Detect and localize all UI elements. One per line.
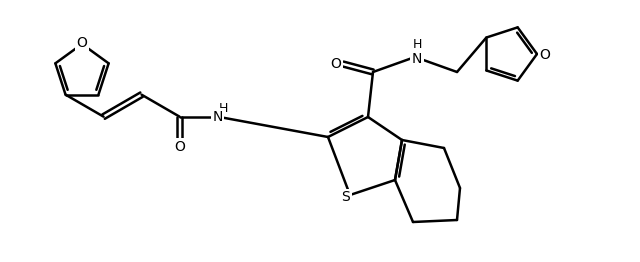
- Text: H: H: [412, 39, 422, 52]
- Text: N: N: [412, 52, 422, 66]
- Text: N: N: [212, 110, 223, 124]
- Text: O: O: [174, 140, 185, 154]
- Text: O: O: [77, 36, 88, 50]
- Text: H: H: [219, 102, 228, 115]
- Text: O: O: [331, 57, 341, 71]
- Text: O: O: [540, 48, 550, 62]
- Text: S: S: [342, 190, 350, 204]
